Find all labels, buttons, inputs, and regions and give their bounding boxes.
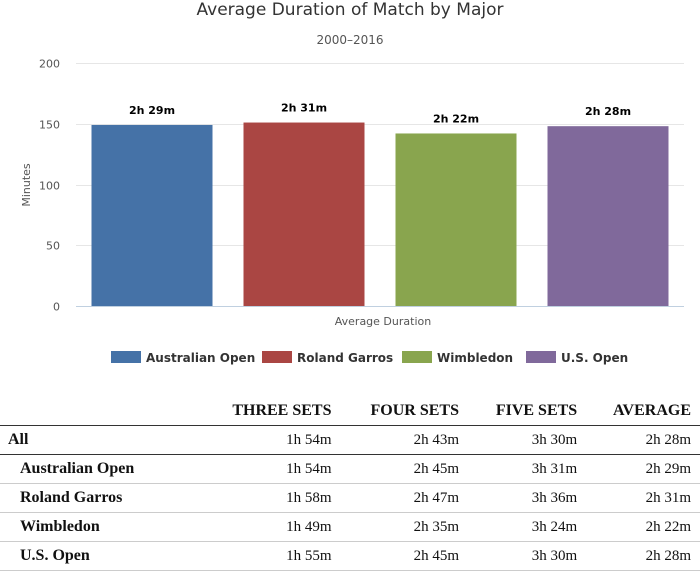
y-tick-label: 150 bbox=[39, 119, 60, 132]
legend-swatch bbox=[262, 351, 292, 363]
legend-item[interactable]: Roland Garros bbox=[297, 351, 393, 365]
bar[interactable] bbox=[395, 133, 517, 306]
legend-swatch bbox=[111, 351, 141, 363]
y-tick-label: 0 bbox=[53, 301, 60, 314]
y-tick-label: 50 bbox=[46, 240, 60, 253]
cell-four-sets: 2h 35m bbox=[340, 512, 468, 542]
chart-title: Average Duration of Match by Major bbox=[197, 0, 504, 20]
table-row-all: All 1h 54m 2h 43m 3h 30m 2h 28m bbox=[0, 425, 700, 455]
cell-four-sets: 2h 45m bbox=[340, 541, 468, 571]
cell-average: 2h 29m bbox=[586, 454, 700, 484]
cell-five-sets: 3h 30m bbox=[467, 541, 587, 571]
legend-item[interactable]: Wimbledon bbox=[437, 351, 513, 365]
bar-chart: Average Duration of Match by Major 2000–… bbox=[20, 0, 684, 365]
y-tick-label: 100 bbox=[39, 180, 60, 193]
header-five-sets: FIVE SETS bbox=[495, 402, 578, 419]
cell-five-sets: 3h 24m bbox=[467, 512, 587, 542]
data-label: 2h 22m bbox=[433, 112, 479, 125]
duration-table: THREE SETS FOUR SETS FIVE SETS AVERAGE A… bbox=[0, 397, 700, 571]
y-axis-ticks: 0 50 100 150 200 bbox=[39, 58, 60, 314]
y-tick-label: 200 bbox=[39, 58, 60, 71]
cell-average: 2h 28m bbox=[586, 425, 700, 455]
cell-four-sets: 2h 43m bbox=[340, 425, 468, 455]
row-label: Wimbledon bbox=[0, 512, 199, 542]
cell-average: 2h 31m bbox=[586, 483, 700, 513]
header-three-sets: THREE SETS bbox=[232, 402, 332, 419]
data-label: 2h 31m bbox=[281, 102, 327, 115]
bar[interactable] bbox=[243, 122, 365, 306]
cell-average: 2h 28m bbox=[586, 541, 700, 571]
x-axis-label: Average Duration bbox=[335, 315, 431, 328]
header-blank bbox=[0, 397, 199, 426]
cell-average: 2h 22m bbox=[586, 512, 700, 542]
row-label: U.S. Open bbox=[0, 541, 199, 571]
data-label: 2h 28m bbox=[585, 105, 631, 118]
legend: Australian Open Roland Garros Wimbledon U.S… bbox=[111, 351, 628, 365]
cell-four-sets: 2h 47m bbox=[340, 483, 468, 513]
row-label: Australian Open bbox=[0, 454, 199, 484]
table-header-row: THREE SETS FOUR SETS FIVE SETS AVERAGE bbox=[0, 397, 700, 426]
legend-item[interactable]: Australian Open bbox=[146, 351, 255, 365]
y-axis-label: Minutes bbox=[20, 163, 33, 207]
table-row: U.S. Open 1h 55m 2h 45m 3h 30m 2h 28m bbox=[0, 541, 700, 571]
header-average: AVERAGE bbox=[613, 402, 691, 419]
cell-five-sets: 3h 36m bbox=[467, 483, 587, 513]
cell-three-sets: 1h 54m bbox=[199, 425, 341, 455]
cell-three-sets: 1h 58m bbox=[199, 483, 341, 513]
cell-four-sets: 2h 45m bbox=[340, 454, 468, 484]
table-row: Roland Garros 1h 58m 2h 47m 3h 36m 2h 31… bbox=[0, 483, 700, 513]
cell-five-sets: 3h 31m bbox=[467, 454, 587, 484]
bar[interactable] bbox=[91, 124, 213, 306]
row-label: All bbox=[0, 425, 199, 455]
table-row: Wimbledon 1h 49m 2h 35m 3h 24m 2h 22m bbox=[0, 512, 700, 542]
cell-three-sets: 1h 54m bbox=[199, 454, 341, 484]
legend-swatch bbox=[402, 351, 432, 363]
chart-subtitle: 2000–2016 bbox=[316, 33, 383, 47]
cell-three-sets: 1h 49m bbox=[199, 512, 341, 542]
legend-item[interactable]: U.S. Open bbox=[561, 351, 628, 365]
cell-three-sets: 1h 55m bbox=[199, 541, 341, 571]
data-label: 2h 29m bbox=[129, 104, 175, 117]
bars bbox=[91, 122, 669, 307]
header-four-sets: FOUR SETS bbox=[370, 402, 459, 419]
data-labels: 2h 29m 2h 31m 2h 22m 2h 28m bbox=[129, 102, 631, 126]
table-row: Australian Open 1h 54m 2h 45m 3h 31m 2h … bbox=[0, 454, 700, 484]
cell-five-sets: 3h 30m bbox=[467, 425, 587, 455]
bar[interactable] bbox=[547, 126, 669, 307]
legend-swatch bbox=[526, 351, 556, 363]
row-label: Roland Garros bbox=[0, 483, 199, 513]
